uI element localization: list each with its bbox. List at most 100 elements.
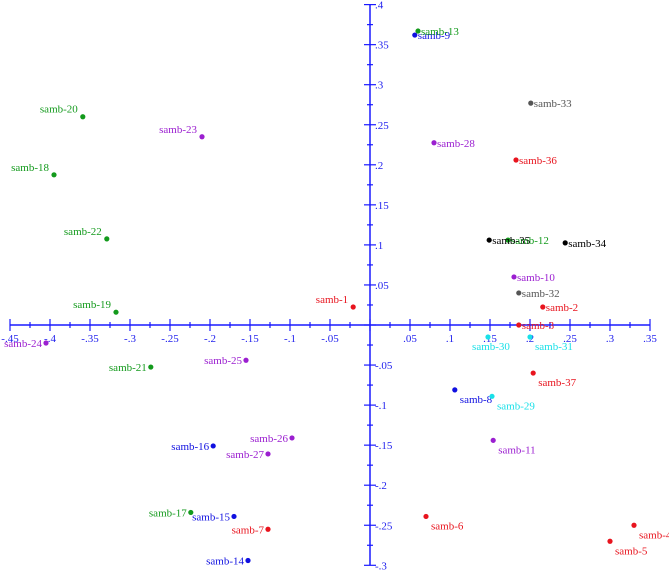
data-point-samb-32: samb-32 (516, 288, 560, 300)
point-label: samb-32 (522, 288, 560, 300)
data-point-samb-5: samb-5 (607, 538, 648, 557)
point-marker (505, 237, 511, 243)
y-tick-label: .35 (375, 40, 389, 52)
point-label: samb-16 (171, 441, 209, 453)
data-point-samb-33: samb-33 (528, 98, 572, 110)
x-tick-label: .05 (403, 333, 417, 345)
point-marker (485, 334, 491, 340)
data-point-samb-15: samb-15 (192, 511, 237, 523)
point-marker (527, 334, 533, 340)
point-label: samb-17 (149, 507, 187, 519)
point-label: samb-35 (492, 235, 530, 247)
point-label: samb-29 (497, 400, 535, 412)
point-label: samb-4 (639, 529, 669, 541)
point-label: samb-25 (204, 355, 242, 367)
point-label: samb-15 (192, 511, 230, 523)
point-label: samb-24 (4, 338, 42, 350)
point-label: samb-34 (568, 238, 606, 250)
point-marker (516, 322, 522, 328)
data-point-samb-34: samb-34 (562, 238, 607, 250)
x-tick-label: .3 (606, 333, 615, 345)
data-point-samb-37: samb-37 (530, 370, 577, 389)
x-tick-label: -.3 (124, 333, 136, 345)
point-label: samb-8 (460, 394, 493, 406)
x-tick-label: -.15 (241, 333, 259, 345)
point-marker (210, 443, 216, 449)
point-marker (43, 340, 49, 346)
y-tick-label: .05 (375, 280, 389, 292)
point-label: samb-36 (519, 155, 557, 167)
point-marker (148, 364, 154, 370)
data-point-samb-14: samb-14 (206, 555, 251, 567)
point-label: samb-10 (517, 272, 555, 284)
y-tick-label: -.05 (375, 360, 393, 372)
data-point-samb-4: samb-4 (631, 522, 669, 541)
data-point-samb-16: samb-16 (171, 441, 216, 453)
point-marker (513, 157, 519, 163)
point-marker (245, 557, 251, 564)
x-tick-label: .35 (643, 333, 657, 345)
data-point-samb-11: samb-11 (490, 437, 536, 456)
y-tick-label: -.15 (375, 440, 393, 452)
point-marker (530, 370, 536, 376)
data-point-samb-17: samb-17 (149, 507, 194, 519)
point-label: samb-30 (472, 341, 510, 353)
y-tick-label: -.1 (375, 400, 387, 412)
point-marker (490, 437, 496, 443)
data-point-samb-22: samb-22 (64, 226, 110, 242)
point-label: samb-7 (232, 524, 265, 536)
point-label: samb-31 (535, 341, 573, 353)
data-point-samb-18: samb-18 (11, 162, 57, 178)
data-point-samb-21: samb-21 (109, 362, 154, 374)
point-marker (516, 290, 522, 296)
point-marker (243, 357, 249, 363)
data-point-samb-30: samb-30 (472, 334, 510, 353)
point-marker (231, 513, 237, 520)
point-label: samb-33 (534, 98, 572, 110)
point-label: samb-9 (418, 30, 451, 42)
x-tick-label: -.25 (161, 333, 179, 345)
point-marker (423, 513, 429, 520)
data-point-samb-12: samb-12 (505, 235, 549, 247)
point-marker (199, 134, 205, 140)
data-point-samb-28: samb-28 (431, 138, 475, 150)
point-marker (607, 538, 613, 544)
y-tick-label: -.25 (375, 520, 393, 532)
data-point-samb-23: samb-23 (159, 124, 205, 140)
data-point-samb-24: samb-24 (4, 338, 49, 350)
point-marker (486, 237, 492, 243)
y-tick-label: .2 (375, 160, 383, 172)
point-label: samb-20 (40, 104, 78, 116)
point-marker (104, 236, 110, 242)
point-label: samb-26 (250, 433, 288, 445)
data-points: samb-1 samb-2 samb-3 samb-4 samb-5 samb-6 samb… (4, 26, 669, 567)
point-marker (188, 509, 194, 516)
point-marker (489, 393, 495, 399)
point-label: samb-2 (546, 302, 578, 314)
data-point-samb-26: samb-26 (250, 433, 295, 445)
data-point-samb-3: samb-3 (516, 320, 555, 332)
point-label: samb-1 (316, 294, 348, 306)
point-label: samb-21 (109, 362, 147, 374)
data-point-samb-13: samb-13 (415, 26, 459, 38)
x-tick-label: -.45 (1, 333, 19, 345)
point-marker (452, 387, 458, 393)
point-marker (265, 451, 271, 457)
data-point-samb-9: samb-9 (412, 30, 451, 42)
point-label: samb-23 (159, 124, 197, 136)
point-marker (511, 274, 517, 280)
point-marker (51, 172, 57, 178)
point-marker (528, 100, 534, 106)
point-marker (431, 140, 437, 146)
x-tick-label: .25 (563, 333, 577, 345)
point-marker (412, 32, 418, 38)
x-tick-label: -.1 (284, 333, 296, 345)
data-point-samb-7: samb-7 (232, 524, 271, 536)
point-label: samb-3 (522, 320, 555, 332)
data-point-samb-2: samb-2 (540, 302, 578, 314)
point-marker (562, 240, 568, 246)
y-tick-label: .4 (375, 0, 384, 12)
data-point-samb-27: samb-27 (226, 449, 271, 461)
data-point-samb-6: samb-6 (423, 513, 464, 532)
